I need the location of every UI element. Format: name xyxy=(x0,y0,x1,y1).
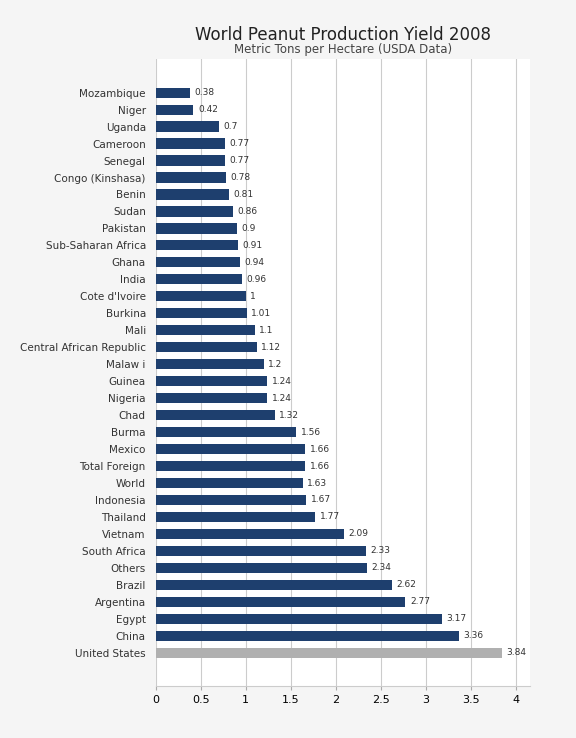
Bar xyxy=(156,342,256,352)
Bar xyxy=(156,563,367,573)
Bar xyxy=(156,190,229,199)
Text: 0.42: 0.42 xyxy=(198,105,218,114)
Text: 2.34: 2.34 xyxy=(371,563,391,573)
Bar xyxy=(156,512,315,522)
Bar xyxy=(156,122,219,131)
Bar xyxy=(156,478,302,488)
Text: 0.81: 0.81 xyxy=(233,190,253,199)
Text: 3.84: 3.84 xyxy=(506,648,526,658)
Bar xyxy=(156,156,225,165)
Bar xyxy=(156,292,246,301)
Bar xyxy=(156,631,458,641)
Text: 3.17: 3.17 xyxy=(446,614,466,624)
Text: 1.2: 1.2 xyxy=(268,359,283,369)
Bar xyxy=(156,241,238,250)
Text: 0.94: 0.94 xyxy=(245,258,265,267)
Text: 1.1: 1.1 xyxy=(259,325,274,335)
Text: 2.33: 2.33 xyxy=(370,546,390,556)
Text: Metric Tons per Hectare (USDA Data): Metric Tons per Hectare (USDA Data) xyxy=(234,43,452,56)
Bar xyxy=(156,325,255,335)
Text: 0.91: 0.91 xyxy=(242,241,262,250)
Text: 1.63: 1.63 xyxy=(307,478,327,488)
Text: 0.86: 0.86 xyxy=(238,207,257,216)
Bar xyxy=(156,427,296,437)
Text: 1.56: 1.56 xyxy=(301,427,321,437)
Bar xyxy=(156,444,305,454)
Text: 2.77: 2.77 xyxy=(410,597,430,607)
Bar xyxy=(156,546,366,556)
Bar xyxy=(156,359,264,369)
Text: 1.24: 1.24 xyxy=(272,376,292,386)
Bar xyxy=(156,529,344,539)
Text: 1.66: 1.66 xyxy=(310,461,330,471)
Text: 1.24: 1.24 xyxy=(272,393,292,403)
Bar xyxy=(156,376,267,386)
Bar xyxy=(156,88,190,97)
Bar xyxy=(156,495,306,505)
Text: World Peanut Production Yield 2008: World Peanut Production Yield 2008 xyxy=(195,26,491,44)
Text: 1.66: 1.66 xyxy=(310,444,330,454)
Bar xyxy=(156,393,267,403)
Text: 1.67: 1.67 xyxy=(310,495,331,505)
Bar xyxy=(156,275,242,284)
Bar xyxy=(156,410,275,420)
Bar xyxy=(156,648,502,658)
Text: 0.7: 0.7 xyxy=(223,122,237,131)
Bar xyxy=(156,207,233,216)
Text: 0.78: 0.78 xyxy=(230,173,251,182)
Bar xyxy=(156,597,406,607)
Text: 1.32: 1.32 xyxy=(279,410,299,420)
Title: World Peanut Production Yield 2008
Metric Tons per Hectare (USDA Data): World Peanut Production Yield 2008 Metri… xyxy=(0,737,1,738)
Text: 0.77: 0.77 xyxy=(229,139,249,148)
Bar xyxy=(156,224,237,233)
Text: 0.38: 0.38 xyxy=(194,88,214,97)
Bar xyxy=(156,461,305,471)
Text: 3.36: 3.36 xyxy=(463,631,483,641)
Text: 1.77: 1.77 xyxy=(320,512,340,522)
Text: 1.01: 1.01 xyxy=(251,308,271,318)
Text: 1: 1 xyxy=(250,292,256,301)
Bar xyxy=(156,105,194,114)
Bar xyxy=(156,580,392,590)
Bar xyxy=(156,614,442,624)
Bar xyxy=(156,258,240,267)
Text: 2.09: 2.09 xyxy=(348,529,369,539)
Text: 0.77: 0.77 xyxy=(229,156,249,165)
Bar xyxy=(156,173,226,182)
Bar xyxy=(156,308,247,318)
Text: 1.12: 1.12 xyxy=(261,342,281,352)
Text: 0.96: 0.96 xyxy=(247,275,267,284)
Text: 0.9: 0.9 xyxy=(241,224,256,233)
Text: 2.62: 2.62 xyxy=(396,580,416,590)
Bar xyxy=(156,139,225,148)
